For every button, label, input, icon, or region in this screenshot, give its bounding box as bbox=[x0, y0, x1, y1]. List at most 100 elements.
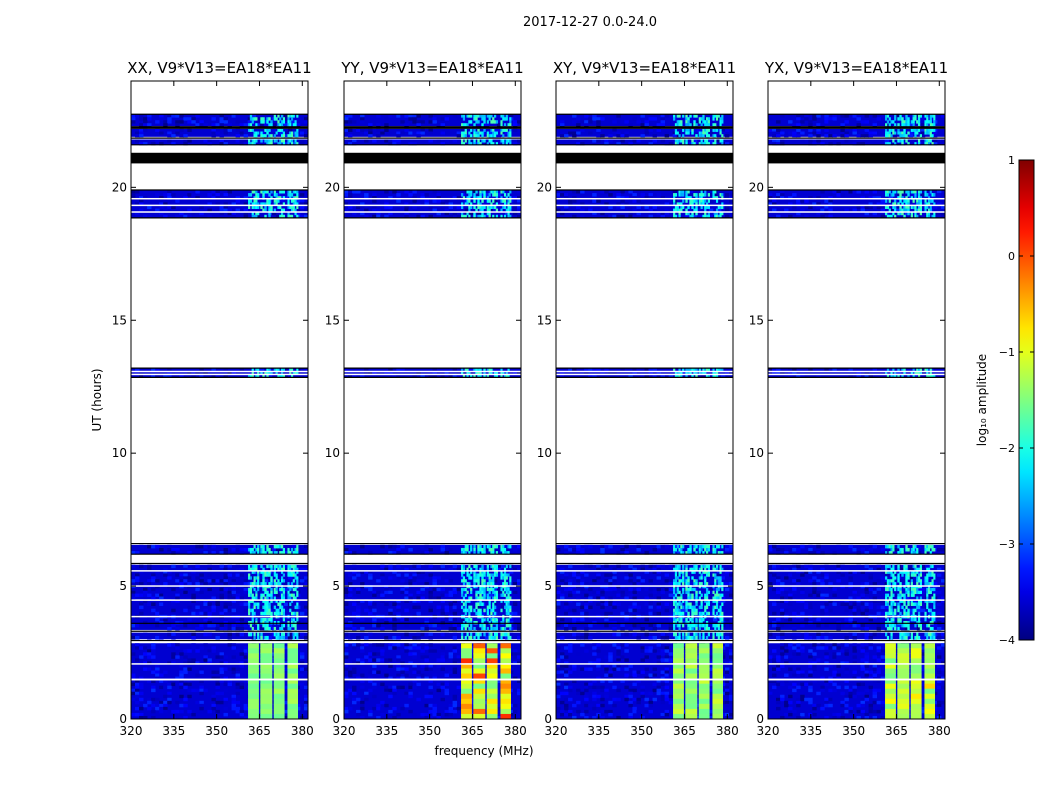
y-tick-label: 10 bbox=[112, 446, 127, 460]
panel-3-gap bbox=[768, 615, 945, 618]
panel-0-gap bbox=[131, 678, 308, 681]
panel-2-data-block bbox=[556, 368, 733, 378]
panel-1-flag-band bbox=[344, 126, 521, 129]
colorbar: −4 −3 −2 −1 0 1 bbox=[999, 154, 1035, 647]
panel-3-gap bbox=[768, 599, 945, 601]
x-tick-label: 350 bbox=[630, 724, 653, 738]
panel-1-image bbox=[344, 81, 521, 719]
panel-1-gap bbox=[344, 570, 521, 572]
x-tick-label: 380 bbox=[716, 724, 739, 738]
panel-1-flag-band bbox=[344, 152, 521, 164]
colorbar-tick-label: 1 bbox=[1008, 154, 1015, 167]
panel-0-gap bbox=[131, 570, 308, 572]
panel-2-gap bbox=[556, 585, 733, 587]
panel-1: 320 335 350 365 380 0 5 10 15 20 YY, V9*V13=EA18*E… bbox=[325, 59, 527, 738]
y-tick-label: 0 bbox=[332, 712, 340, 726]
panel-2-gap bbox=[556, 615, 733, 618]
panel-1-gap bbox=[344, 211, 521, 213]
y-tick-label: 5 bbox=[119, 579, 127, 593]
x-tick-label: 320 bbox=[333, 724, 356, 738]
panel-0: 320 335 350 365 380 0 5 10 15 20 XX, V9*V13=EA18*E… bbox=[112, 59, 314, 738]
panel-0-gap bbox=[131, 585, 308, 587]
x-tick-label: 380 bbox=[928, 724, 951, 738]
panel-0-gap bbox=[131, 615, 308, 618]
panel-3-gap bbox=[768, 663, 945, 665]
panel-3-gap bbox=[768, 197, 945, 200]
panel-0-gap bbox=[131, 663, 308, 665]
panel-1-gap bbox=[344, 204, 521, 207]
panel-2-image bbox=[556, 81, 733, 719]
panel-2-gap bbox=[556, 204, 733, 207]
panel-3-gap bbox=[768, 585, 945, 587]
panel-2-frame bbox=[555, 80, 734, 720]
y-tick-label: 10 bbox=[749, 446, 764, 460]
x-tick-label: 320 bbox=[757, 724, 780, 738]
panel-1-gap bbox=[344, 663, 521, 665]
colorbar-tick-label: −1 bbox=[999, 346, 1015, 359]
x-tick-label: 335 bbox=[162, 724, 185, 738]
colorbar-tick-label: −3 bbox=[999, 538, 1015, 551]
panel-0-gap bbox=[131, 370, 308, 373]
y-tick-label: 15 bbox=[112, 313, 127, 327]
x-tick-label: 365 bbox=[461, 724, 484, 738]
y-tick-label: 15 bbox=[749, 313, 764, 327]
x-tick-label: 380 bbox=[291, 724, 314, 738]
panel-3-flag-band bbox=[768, 152, 945, 164]
panel-3-gap bbox=[768, 678, 945, 681]
panel-2-gap bbox=[556, 211, 733, 213]
y-tick-label: 5 bbox=[544, 579, 552, 593]
panel-2-gap bbox=[556, 197, 733, 200]
panel-3: 320 335 350 365 380 0 5 10 15 20 YX, V9*V13=EA18*E… bbox=[749, 59, 951, 738]
x-tick-label: 320 bbox=[545, 724, 568, 738]
panel-1-gap bbox=[344, 678, 521, 681]
y-tick-label: 10 bbox=[537, 446, 552, 460]
y-tick-label: 10 bbox=[325, 446, 340, 460]
panel-3-title: YX, V9*V13=EA18*EA11 bbox=[764, 59, 948, 77]
y-tick-label: 20 bbox=[749, 180, 764, 194]
panel-2-gap bbox=[556, 570, 733, 572]
panel-1-frame bbox=[343, 80, 522, 720]
panel-2-title: XY, V9*V13=EA18*EA11 bbox=[553, 59, 736, 77]
y-tick-label: 20 bbox=[325, 180, 340, 194]
x-tick-label: 320 bbox=[120, 724, 143, 738]
panel-1-title: YY, V9*V13=EA18*EA11 bbox=[340, 59, 523, 77]
panel-3-gap bbox=[768, 204, 945, 207]
panel-1-gap bbox=[344, 373, 521, 376]
colorbar-tick-label: −4 bbox=[999, 634, 1015, 647]
y-tick-label: 0 bbox=[544, 712, 552, 726]
panel-3-gap bbox=[768, 211, 945, 213]
panel-1-gap bbox=[344, 197, 521, 200]
y-axis-label: UT (hours) bbox=[90, 368, 104, 431]
colorbar-gradient bbox=[1018, 159, 1035, 641]
panel-1-gap bbox=[344, 370, 521, 373]
x-tick-label: 365 bbox=[673, 724, 696, 738]
panel-0-image bbox=[131, 81, 308, 719]
y-tick-label: 20 bbox=[537, 180, 552, 194]
panel-2-gap bbox=[556, 373, 733, 376]
panel-0-flag-band bbox=[131, 152, 308, 164]
panel-1-gap bbox=[344, 615, 521, 618]
panel-0-frame bbox=[130, 80, 309, 720]
panel-2-gap bbox=[556, 370, 733, 373]
panel-0-title: XX, V9*V13=EA18*EA11 bbox=[127, 59, 311, 77]
colorbar-tick-label: −2 bbox=[999, 442, 1015, 455]
y-tick-label: 15 bbox=[325, 313, 340, 327]
x-tick-label: 380 bbox=[504, 724, 527, 738]
panel-0-gap bbox=[131, 204, 308, 207]
x-tick-label: 350 bbox=[418, 724, 441, 738]
panel-0-flag-band bbox=[131, 126, 308, 129]
panel-3-gap bbox=[768, 570, 945, 572]
panel-1-gap bbox=[344, 585, 521, 587]
panel-1-gap bbox=[344, 599, 521, 601]
colorbar-label: log₁₀ amplitude bbox=[975, 354, 989, 446]
panel-2-flag-band bbox=[556, 126, 733, 129]
panel-2: 320 335 350 365 380 0 5 10 15 20 XY, V9*V13=EA18*E… bbox=[537, 59, 739, 738]
panel-0-data-block bbox=[131, 544, 308, 555]
y-tick-label: 5 bbox=[332, 579, 340, 593]
x-tick-label: 350 bbox=[842, 724, 865, 738]
panel-2-gap bbox=[556, 599, 733, 601]
panel-3-gap bbox=[768, 370, 945, 373]
x-tick-label: 335 bbox=[587, 724, 610, 738]
panel-0-data-block bbox=[131, 368, 308, 378]
x-axis-label: frequency (MHz) bbox=[434, 744, 533, 758]
